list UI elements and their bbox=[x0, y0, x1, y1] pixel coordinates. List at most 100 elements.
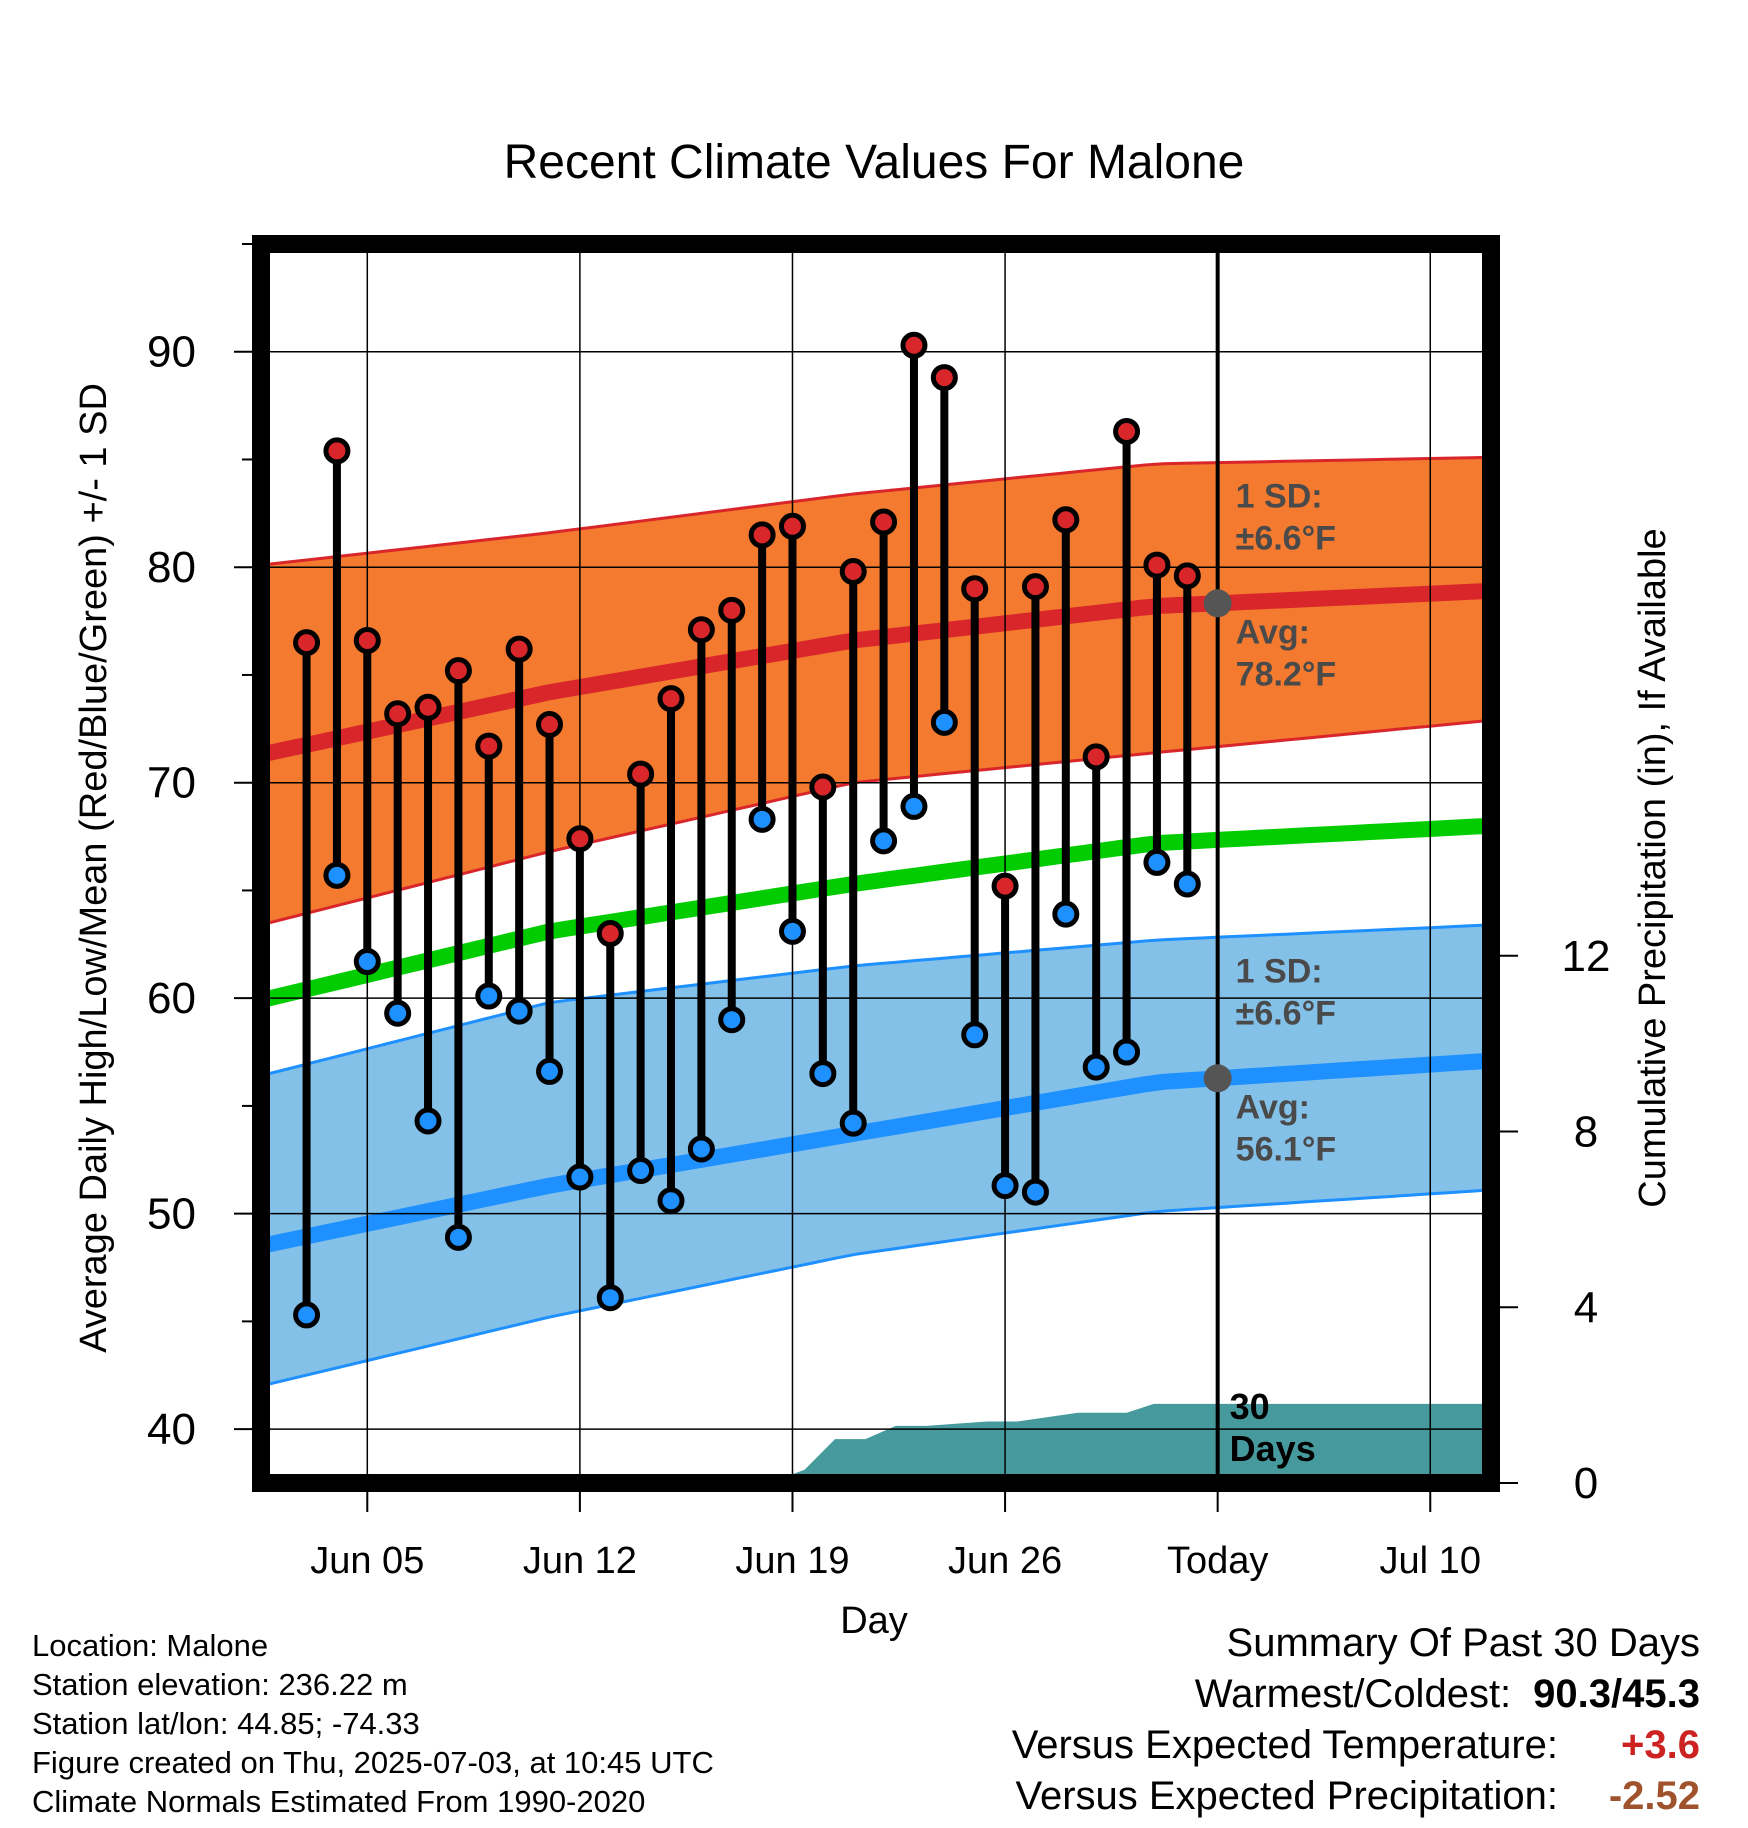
low-point bbox=[839, 1109, 867, 1137]
low-sd-value: ±6.6°F bbox=[1236, 994, 1336, 1032]
high-sd-label: 1 SD: bbox=[1236, 478, 1323, 516]
x-axis-label: Day bbox=[840, 1600, 908, 1642]
high-sd-band-lower-edge bbox=[261, 718, 1491, 927]
y-tick-label-left: 90 bbox=[147, 328, 196, 377]
temp-value: +3.6 bbox=[1621, 1723, 1700, 1767]
today-low-marker bbox=[1203, 1064, 1232, 1093]
y-tick-label-left: 40 bbox=[147, 1405, 196, 1454]
y-tick-label-left: 50 bbox=[147, 1190, 196, 1239]
precip-area bbox=[261, 1403, 1491, 1483]
low-point bbox=[353, 948, 381, 976]
temp-label: Versus Expected Temperature: bbox=[1011, 1723, 1558, 1767]
high-avg-label: Avg: bbox=[1236, 613, 1310, 651]
normals-text: Climate Normals Estimated From 1990-2020 bbox=[32, 1784, 646, 1819]
precip-value: -2.52 bbox=[1608, 1774, 1700, 1818]
x-tick-label: Jun 05 bbox=[310, 1540, 424, 1582]
x-tick-label: Jun 19 bbox=[735, 1540, 849, 1582]
chart-title: Recent Climate Values For Malone bbox=[504, 136, 1245, 189]
low-point bbox=[536, 1057, 564, 1085]
low-point bbox=[961, 1021, 989, 1049]
latlon-text: Station lat/lon: 44.85; -74.33 bbox=[32, 1706, 420, 1741]
low-point bbox=[1082, 1053, 1110, 1081]
high-point bbox=[566, 825, 594, 853]
low-point bbox=[293, 1301, 321, 1329]
high-point bbox=[505, 635, 533, 663]
x-tick-label: Today bbox=[1167, 1540, 1268, 1582]
warm-cold-value: 90.3/45.3 bbox=[1533, 1672, 1700, 1716]
high-point bbox=[1113, 417, 1141, 445]
high-sd-band-upper-edge bbox=[261, 455, 1491, 567]
high-sd-value: ±6.6°F bbox=[1236, 520, 1336, 558]
high-point bbox=[1052, 506, 1080, 534]
low-point bbox=[809, 1060, 837, 1088]
y-tick-label-right: 0 bbox=[1574, 1459, 1598, 1508]
low-point bbox=[900, 792, 928, 820]
high-point bbox=[657, 685, 685, 713]
elevation-text: Station elevation: 236.22 m bbox=[32, 1667, 408, 1702]
precip-label: Versus Expected Precipitation: bbox=[1015, 1774, 1558, 1818]
y-tick-label-right: 8 bbox=[1574, 1108, 1598, 1157]
days-count-value: 30 bbox=[1230, 1386, 1270, 1427]
y-tick-label-left: 70 bbox=[147, 759, 196, 808]
summary-title: Summary Of Past 30 Days bbox=[1226, 1621, 1700, 1665]
low-point bbox=[566, 1163, 594, 1191]
low-point bbox=[323, 861, 351, 889]
low-point bbox=[596, 1284, 624, 1312]
high-point bbox=[444, 657, 472, 685]
high-point bbox=[961, 575, 989, 603]
days-count-label: Days bbox=[1230, 1428, 1316, 1469]
high-point bbox=[1021, 573, 1049, 601]
high-avg-value: 78.2°F bbox=[1236, 655, 1337, 693]
low-point bbox=[1021, 1178, 1049, 1206]
low-sd-band-lower-edge bbox=[261, 1188, 1491, 1388]
y-tick-label-left: 80 bbox=[147, 543, 196, 592]
low-point bbox=[778, 917, 806, 945]
low-point bbox=[505, 997, 533, 1025]
low-point bbox=[475, 982, 503, 1010]
low-sd-label: 1 SD: bbox=[1236, 952, 1323, 990]
low-point bbox=[991, 1172, 1019, 1200]
high-point bbox=[900, 331, 928, 359]
low-avg-label: Avg: bbox=[1236, 1088, 1310, 1126]
summary-precip: Versus Expected Precipitation: -2.52 bbox=[1012, 1771, 1700, 1822]
low-point bbox=[870, 827, 898, 855]
avg-mean-line bbox=[261, 817, 1491, 1009]
summary-temp: Versus Expected Temperature: +3.6 bbox=[1012, 1720, 1700, 1771]
y-tick-label-right: 12 bbox=[1562, 932, 1611, 981]
avg-low-line bbox=[261, 1052, 1491, 1254]
station-info: Location: Malone Station elevation: 236.… bbox=[32, 1626, 714, 1821]
low-point bbox=[1113, 1038, 1141, 1066]
low-point bbox=[1052, 900, 1080, 928]
low-point bbox=[687, 1135, 715, 1163]
y-axis-label-right: Cumulative Precipitation (in), If Availa… bbox=[1632, 528, 1674, 1207]
high-point bbox=[627, 760, 655, 788]
high-point bbox=[778, 512, 806, 540]
y-tick-label-left: 60 bbox=[147, 974, 196, 1023]
x-tick-label: Jun 26 bbox=[948, 1540, 1062, 1582]
today-high-marker bbox=[1203, 589, 1232, 618]
avg-high-line bbox=[261, 582, 1491, 763]
low-point bbox=[414, 1107, 442, 1135]
y-axis-label-left: Average Daily High/Low/Mean (Red/Blue/Gr… bbox=[73, 383, 115, 1353]
created-text: Figure created on Thu, 2025-07-03, at 10… bbox=[32, 1745, 714, 1780]
high-point bbox=[1082, 743, 1110, 771]
summary-panel: Summary Of Past 30 Days Warmest/Coldest:… bbox=[1012, 1618, 1700, 1822]
warm-cold-label: Warmest/Coldest: bbox=[1194, 1672, 1512, 1716]
location-text: Location: Malone bbox=[32, 1628, 269, 1663]
high-point bbox=[1173, 562, 1201, 590]
low-point bbox=[1143, 848, 1171, 876]
low-point bbox=[627, 1157, 655, 1185]
high-point bbox=[536, 711, 564, 739]
low-point bbox=[384, 999, 412, 1027]
high-point bbox=[718, 596, 746, 624]
high-point bbox=[870, 508, 898, 536]
y-tick-label-right: 4 bbox=[1574, 1283, 1598, 1332]
high-point bbox=[930, 364, 958, 392]
plot-frame bbox=[252, 235, 1500, 1492]
low-point bbox=[444, 1223, 472, 1251]
high-point bbox=[414, 693, 442, 721]
low-sd-band bbox=[261, 924, 1491, 1386]
low-sd-band-upper-edge bbox=[261, 923, 1491, 1078]
low-point bbox=[657, 1187, 685, 1215]
